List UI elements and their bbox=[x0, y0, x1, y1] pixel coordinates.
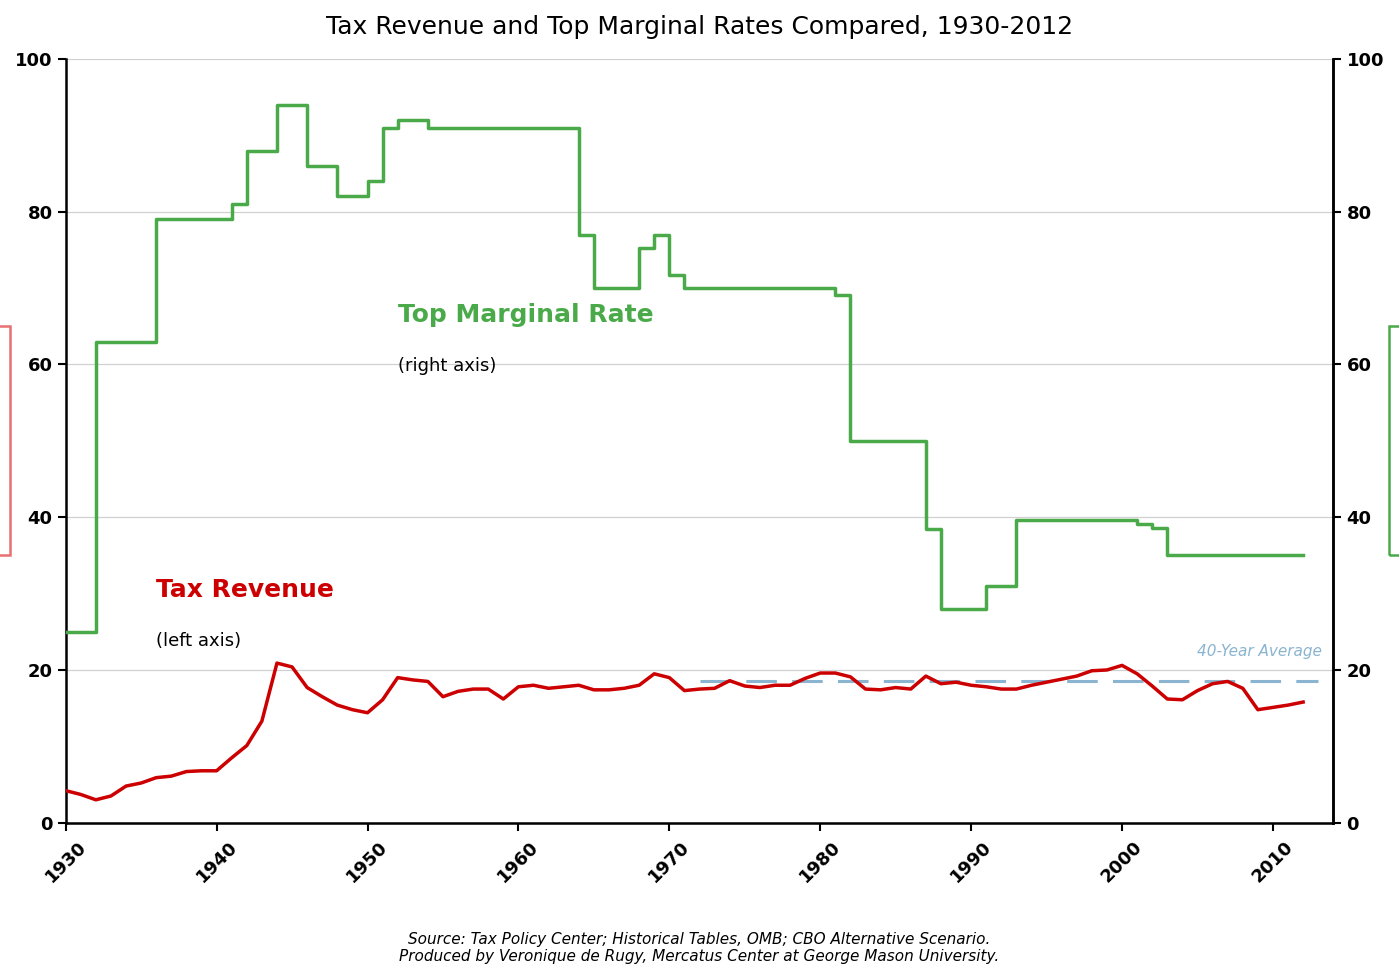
Text: (left axis): (left axis) bbox=[157, 632, 242, 650]
Title: Tax Revenue and Top Marginal Rates Compared, 1930-2012: Tax Revenue and Top Marginal Rates Compa… bbox=[326, 15, 1073, 39]
Text: 40-Year Average: 40-Year Average bbox=[1198, 643, 1322, 659]
Text: Source: Tax Policy Center; Historical Tables, OMB; CBO Alternative Scenario.
Pro: Source: Tax Policy Center; Historical Ta… bbox=[399, 932, 1000, 964]
Text: (right axis): (right axis) bbox=[397, 357, 497, 375]
Text: Top Marginal Rate: Top Marginal Rate bbox=[397, 303, 653, 328]
Text: Tax Revenue: Tax Revenue bbox=[157, 578, 334, 603]
